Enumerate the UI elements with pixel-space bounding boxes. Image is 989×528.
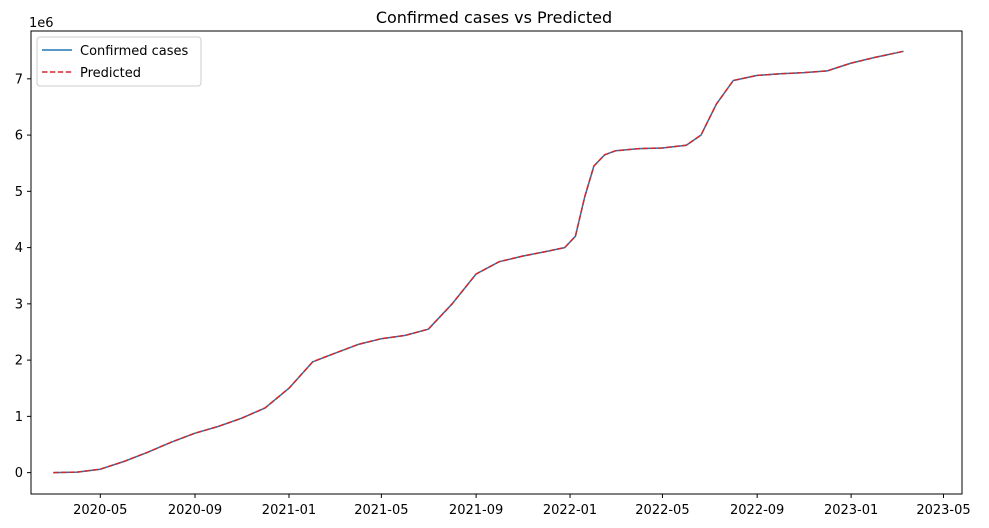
legend-box	[36, 36, 202, 87]
legend-label-predicted: Predicted	[80, 66, 141, 81]
x-axis: 2020-05 2020-09 2021-01 2021-05 2021-09 2022-…	[73, 494, 971, 518]
legend: Confirmed cases Predicted	[36, 36, 202, 87]
y-tick-label: 6	[15, 129, 23, 144]
y-tick-label: 4	[15, 241, 23, 256]
x-tick-label: 2021-01	[262, 503, 316, 518]
series-line-predicted	[53, 50, 904, 474]
x-tick-label: 2020-09	[168, 503, 222, 518]
y-tick-label: 5	[15, 185, 23, 200]
y-tick-label: 3	[15, 297, 23, 312]
x-tick-label: 2022-05	[635, 503, 689, 518]
x-tick-label: 2022-09	[730, 503, 784, 518]
x-tick-label: 2022-01	[543, 503, 597, 518]
chart-title: Confirmed cases vs Predicted	[376, 8, 612, 27]
x-tick-label: 2023-05	[916, 503, 970, 518]
x-tick-label: 2020-05	[73, 503, 127, 518]
plot-frame	[30, 30, 963, 495]
y-axis: 0 1 2 3 4 5 6 7	[15, 72, 31, 481]
y-tick-label: 0	[15, 466, 23, 481]
y-axis-offset-label: 1e6	[29, 16, 54, 31]
x-tick-label: 2021-05	[354, 503, 408, 518]
y-tick-label: 1	[15, 410, 23, 425]
x-tick-label: 2023-01	[824, 503, 878, 518]
series-layer	[53, 50, 904, 474]
x-tick-label: 2021-09	[449, 503, 503, 518]
y-tick-label: 2	[15, 354, 23, 369]
y-tick-label: 7	[15, 72, 23, 87]
legend-label-confirmed-cases: Confirmed cases	[80, 44, 189, 59]
